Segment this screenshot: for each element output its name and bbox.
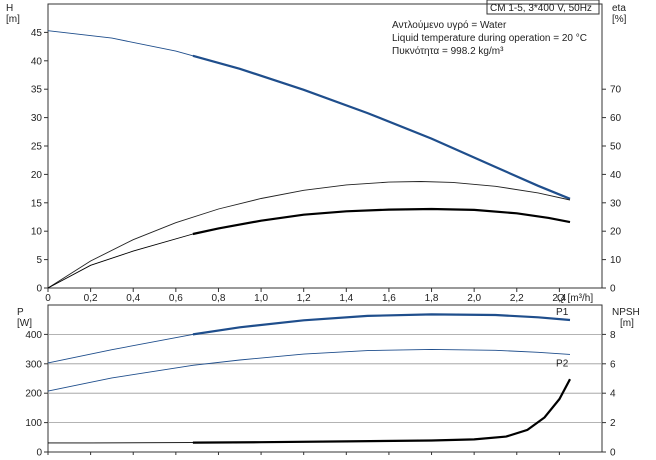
top-right-axis-title: eta xyxy=(612,3,626,14)
x-tick-label-12: 2,4 xyxy=(552,293,566,304)
series-labels-layer: P1 P2 xyxy=(556,307,569,369)
info-line-temperature: Liquid temperature during operation = 20… xyxy=(392,33,587,44)
grid-layer xyxy=(48,333,602,424)
bottom-left-axis-title: P xyxy=(17,307,24,318)
right-tick-label-1-3: 6 xyxy=(610,359,616,370)
left-tick-label-0-6: 30 xyxy=(31,113,43,124)
series-label-p1: P1 xyxy=(556,307,569,318)
series-line-0-1 xyxy=(47,181,571,289)
left-tick-label-0-1: 5 xyxy=(36,255,42,266)
left-tick-label-0-9: 45 xyxy=(31,28,43,39)
series-layer xyxy=(47,30,571,444)
chart-title: CM 1-5, 3*400 V, 50Hz xyxy=(490,3,592,14)
top-left-axis-unit: [m] xyxy=(6,14,20,25)
right-tick-label-0-3: 30 xyxy=(610,198,622,209)
series-line-1-1 xyxy=(47,348,571,392)
right-tick-label-0-4: 40 xyxy=(610,170,622,181)
series-bold-segment-1-2 xyxy=(192,378,571,444)
ticks-layer: 0510152025303540450102030405060700100200… xyxy=(25,28,621,459)
series-line-0-2 xyxy=(47,208,571,289)
top-chart-frame xyxy=(47,3,603,289)
info-line-density: Πυκνότητα = 998.2 kg/m³ xyxy=(392,45,504,57)
bottom-right-axis-title: NPSH xyxy=(612,307,640,318)
left-tick-label-0-0: 0 xyxy=(36,284,42,295)
right-tick-label-0-0: 0 xyxy=(610,284,616,295)
right-tick-label-0-5: 50 xyxy=(610,142,622,153)
series-bold-segment-0-0 xyxy=(192,54,571,200)
x-tick-label-6: 1,2 xyxy=(297,293,311,304)
x-tick-label-3: 0,6 xyxy=(169,293,183,304)
x-tick-label-2: 0,4 xyxy=(126,293,140,304)
x-tick-label-8: 1,6 xyxy=(382,293,396,304)
left-tick-label-1-1: 100 xyxy=(25,418,42,429)
x-tick-label-11: 2,2 xyxy=(510,293,524,304)
series-bold-segment-1-0 xyxy=(192,313,571,336)
left-tick-label-0-8: 40 xyxy=(31,56,43,67)
bottom-right-axis-unit: [m] xyxy=(620,318,634,329)
x-tick-label-4: 0,8 xyxy=(212,293,226,304)
x-tick-label-7: 1,4 xyxy=(339,293,353,304)
top-left-axis-title: H xyxy=(6,3,13,14)
right-tick-label-0-2: 20 xyxy=(610,227,622,238)
left-tick-label-0-3: 15 xyxy=(31,198,43,209)
series-bold-segment-0-2 xyxy=(192,207,571,236)
left-tick-label-1-2: 200 xyxy=(25,389,42,400)
left-tick-label-0-4: 20 xyxy=(31,170,43,181)
x-tick-label-5: 1,0 xyxy=(254,293,268,304)
top-right-axis-unit: [%] xyxy=(612,14,627,25)
x-tick-label-10: 2,0 xyxy=(467,293,481,304)
series-label-p2: P2 xyxy=(556,358,569,369)
left-tick-label-0-2: 10 xyxy=(31,227,43,238)
right-tick-label-1-4: 8 xyxy=(610,330,616,341)
right-tick-label-1-0: 0 xyxy=(610,448,616,459)
right-tick-label-0-1: 10 xyxy=(610,255,622,266)
x-tick-label-0: 0 xyxy=(45,293,51,304)
bottom-left-axis-unit: [W] xyxy=(17,318,32,329)
info-line-fluid: Αντλούμενο υγρό = Water xyxy=(392,19,507,31)
x-tick-label-1: 0,2 xyxy=(84,293,98,304)
x-tick-label-9: 1,8 xyxy=(425,293,439,304)
right-tick-label-0-6: 60 xyxy=(610,113,622,124)
right-tick-label-1-1: 2 xyxy=(610,418,616,429)
left-tick-label-0-5: 25 xyxy=(31,142,43,153)
right-tick-label-0-7: 70 xyxy=(610,85,622,96)
series-line-1-2 xyxy=(48,378,571,444)
bottom-chart-frame xyxy=(47,304,603,453)
left-tick-label-1-0: 0 xyxy=(36,448,42,459)
right-tick-label-1-2: 4 xyxy=(610,389,616,400)
x-axis-label: Q [m³/h] xyxy=(557,293,593,304)
left-tick-label-1-4: 400 xyxy=(25,330,42,341)
chart-header: CM 1-5, 3*400 V, 50Hz Αντλούμενο υγρό = … xyxy=(392,0,600,57)
left-tick-label-1-3: 300 xyxy=(25,359,42,370)
series-line-1-0 xyxy=(47,313,571,364)
left-tick-label-0-7: 35 xyxy=(31,85,43,96)
